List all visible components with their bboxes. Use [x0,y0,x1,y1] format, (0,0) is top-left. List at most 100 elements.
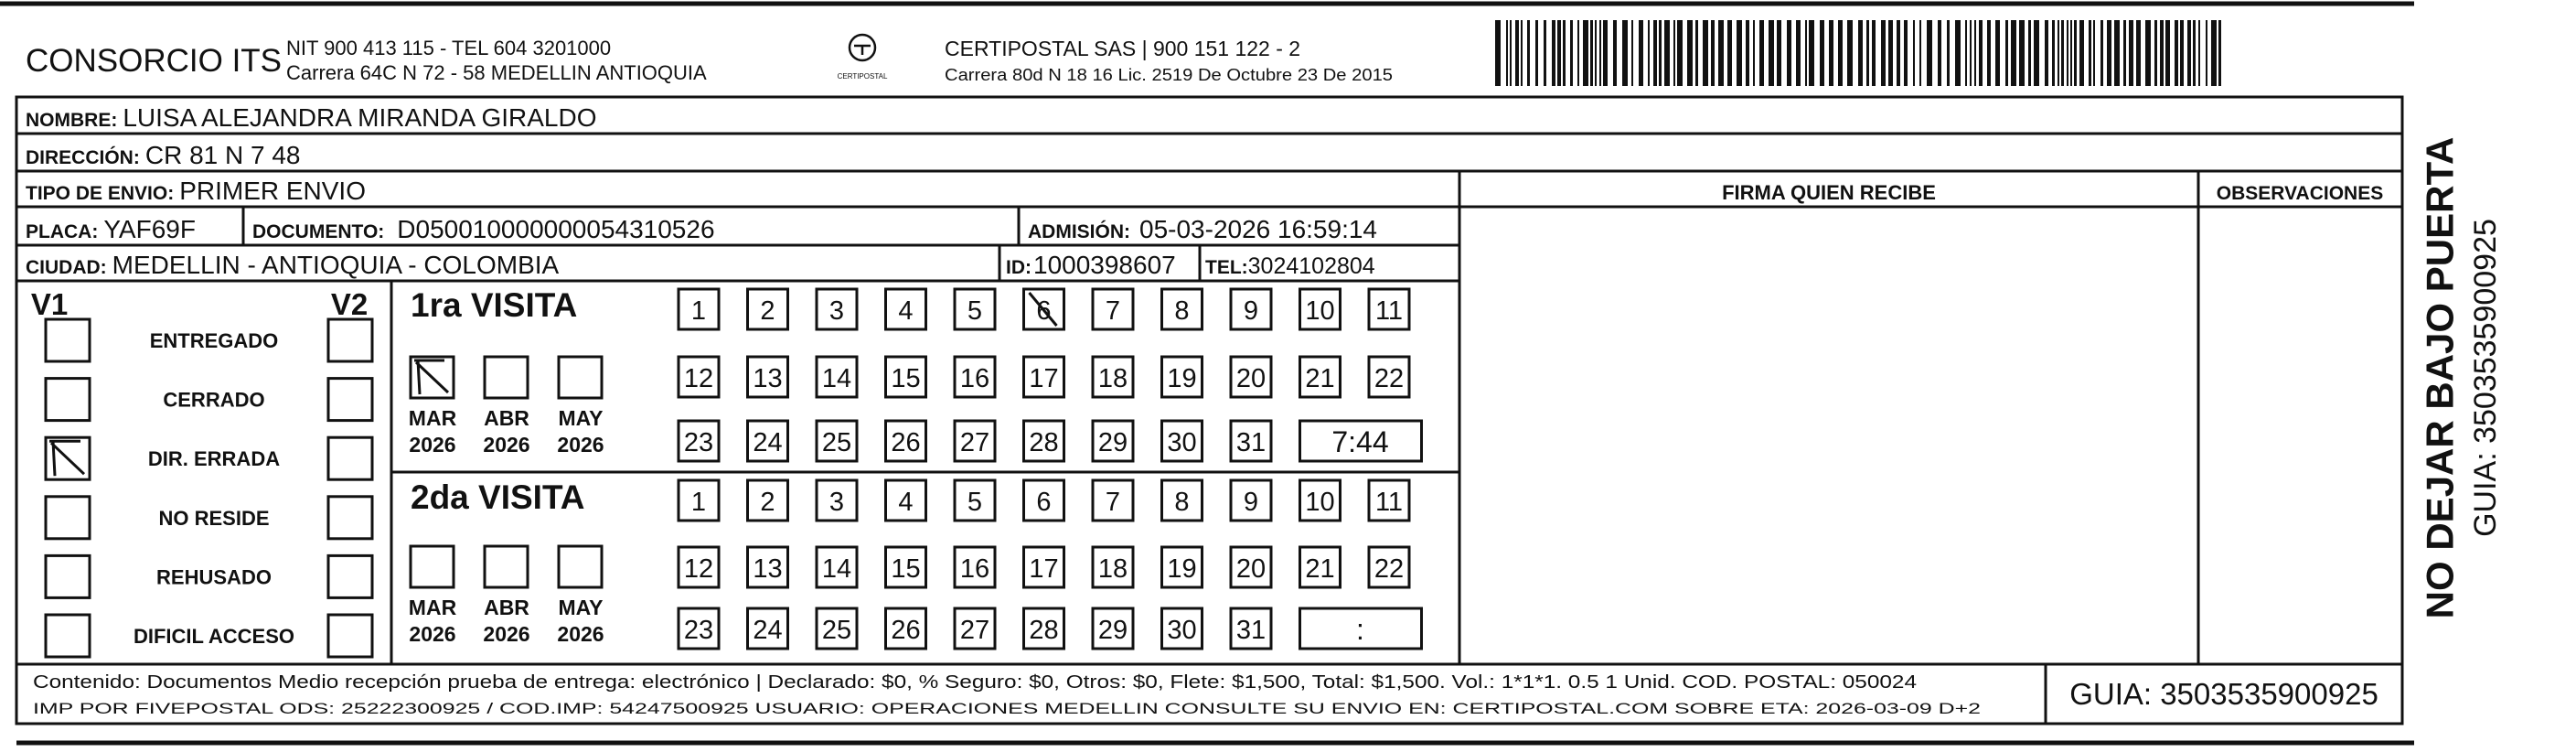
day-number: 6 [1036,488,1051,517]
bar [2034,20,2039,86]
v2-checkbox [326,495,374,541]
day-box [1091,607,1135,650]
day-box [677,607,721,650]
day-box [815,287,859,331]
bar [2028,20,2031,86]
month-year: 2026 [557,433,604,457]
day-box [1091,419,1135,463]
city-field: CIUDAD: MEDELLIN - ANTIOQUIA - COLOMBIA [26,251,560,279]
day-number: 1 [691,296,706,326]
bar [1881,20,1886,86]
bar [2136,20,2141,86]
bar [2123,20,2126,86]
day-number: 11 [1375,488,1403,517]
bar [1820,20,1824,86]
id-field: ID:1000398607 [1006,251,1176,279]
bar [2079,20,2084,86]
time-box [1299,607,1423,650]
month-checkbox [409,355,455,400]
form-frame [15,95,2404,725]
bar [1687,20,1693,86]
v1-checkbox [44,613,91,659]
bar [1544,20,1546,86]
v1-checkbox [44,435,91,481]
day-box [1022,478,1065,522]
observations-header: OBSERVACIONES [2217,183,2383,204]
bar [1737,20,1742,86]
day-number: 8 [1174,488,1189,517]
day-box [746,419,789,463]
v2-checkbox [326,435,374,481]
bar [1970,20,1972,86]
bar [1838,20,1843,86]
label: DOCUMENTO: [252,221,384,242]
status-label: DIR. ERRADA [148,447,280,470]
day-box [1229,287,1273,331]
day-number: 30 [1167,616,1196,645]
bar [1622,20,1628,86]
bar [1673,20,1675,86]
day-number: 4 [898,296,913,326]
bar [1938,20,1941,86]
v2-checkbox [326,613,374,659]
day-box [884,478,927,522]
day-number: 31 [1236,616,1266,645]
bar [1711,20,1715,86]
day-number: 7 [1106,488,1120,517]
month-checkbox [483,544,529,589]
month-label: MAR [409,596,457,619]
bar [1913,20,1915,86]
month-year: 2026 [483,622,529,646]
day-number: 11 [1375,296,1403,326]
bar [1527,20,1530,86]
day-number: 14 [822,364,851,393]
plate-field: PLACA: YAF69F [26,215,196,243]
value: YAF69F [103,215,196,243]
bar [1703,20,1708,86]
bar [2145,20,2151,86]
day-number: 30 [1167,428,1196,457]
status-label: CERRADO [163,389,264,412]
day-box [1022,419,1065,463]
day-box [1091,478,1135,522]
day-number: 17 [1029,554,1058,584]
day-box [1022,607,1065,650]
bar [1987,20,1991,86]
day-number: 22 [1374,364,1404,393]
bar [1787,20,1791,86]
bar [2011,20,2016,86]
bar [1603,20,1608,86]
bar [1613,20,1617,86]
footer-imprint: IMP POR FIVEPOSTAL ODS: 25222300925 / CO… [33,700,1981,717]
day-box [1367,287,1411,331]
day-number: 12 [684,364,713,393]
month-label: MAR [409,406,457,430]
bar [1495,20,1501,86]
day-box [1022,355,1065,399]
bar [1659,20,1662,86]
bar [1521,20,1523,86]
tel-field: TEL:3024102804 [1205,253,1375,279]
bar [2175,20,2178,86]
month-year: 2026 [557,622,604,646]
day-box [815,478,859,522]
day-box [1160,478,1203,522]
day-box [1091,287,1135,331]
bar [1695,20,1698,86]
day-number: 14 [822,554,851,584]
label: ID: [1006,257,1031,278]
bar [1677,20,1683,86]
day-number: 5 [967,488,982,517]
day-number: 16 [960,364,989,393]
type-field: TIPO DE ENVIO: PRIMER ENVIO [26,177,366,205]
day-number: 4 [898,488,913,517]
day-number: 2 [760,296,775,326]
day-box [1367,545,1411,589]
label: DIRECCIÓN: [26,146,140,168]
bar [2045,20,2048,86]
bar [1648,20,1650,86]
day-box [746,355,789,399]
time-box [1299,419,1423,463]
bar [1919,20,1921,86]
bar [1510,20,1512,86]
